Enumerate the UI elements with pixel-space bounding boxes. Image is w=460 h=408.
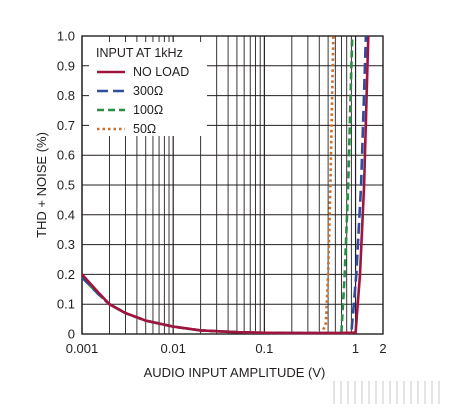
y-tick-label: 0.1 <box>57 297 75 312</box>
x-tick-label: 0.01 <box>161 341 186 356</box>
legend-label: 100Ω <box>133 103 163 117</box>
y-axis-label: THD + NOISE (%) <box>34 132 49 238</box>
series-layer <box>81 35 370 335</box>
y-tick-label: 0.7 <box>57 118 75 133</box>
x-tick-label: 1 <box>352 341 359 356</box>
y-tick-label: 0.5 <box>57 178 75 193</box>
x-tick-label: 0.001 <box>66 341 99 356</box>
y-tick-label: 0.4 <box>57 207 75 222</box>
y-tick-label: 0.6 <box>57 148 75 163</box>
y-tick-label: 0.8 <box>57 88 75 103</box>
legend-label: 300Ω <box>133 84 163 98</box>
bottom-decoration <box>333 381 440 404</box>
legend-box <box>89 42 207 136</box>
plot-frame <box>81 35 384 335</box>
y-tick-label: 1.0 <box>57 29 75 44</box>
x-tick-label: 2 <box>379 341 386 356</box>
tick-labels: 0 0.1 0.2 0.3 0.4 0.5 0.6 0.7 0.8 0.9 1.0 0.001 0.01… <box>57 29 387 357</box>
legend-label: NO LOAD <box>133 65 189 79</box>
legend: INPUT AT 1kHz NO LOAD 300Ω 100Ω 50Ω <box>89 42 207 136</box>
y-tick-label: 0.3 <box>57 237 75 252</box>
legend-title: INPUT AT 1kHz <box>96 46 183 60</box>
y-tick-label: 0.9 <box>57 58 75 73</box>
series-line-no-load <box>81 35 370 335</box>
legend-label: 50Ω <box>133 122 156 136</box>
x-tick-label: 0.1 <box>255 341 273 356</box>
x-axis-label: AUDIO INPUT AMPLITUDE (V) <box>144 365 326 380</box>
y-tick-label: 0 <box>68 327 75 342</box>
y-tick-label: 0.2 <box>57 267 75 282</box>
